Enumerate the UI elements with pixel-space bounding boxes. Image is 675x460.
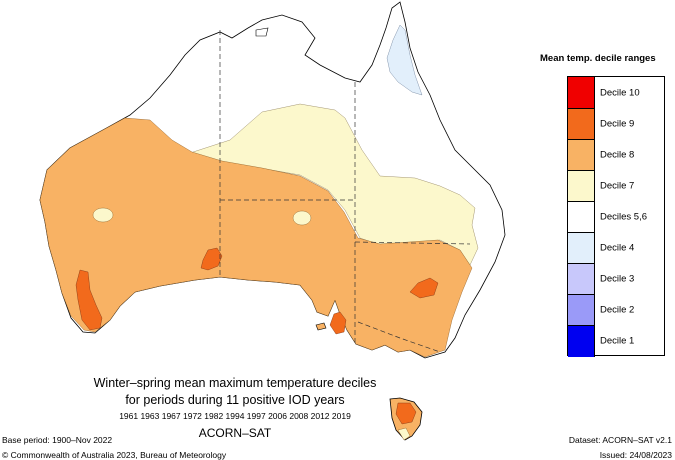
region-decile-8	[39, 117, 473, 358]
region-decile-7	[189, 103, 479, 266]
legend-row-decile-3: Decile 3	[568, 263, 664, 294]
legend-row-decile-8: Decile 8	[568, 139, 664, 170]
region-decile-9-sa	[329, 311, 347, 335]
legend-swatch	[568, 232, 595, 263]
legend-swatch	[568, 294, 595, 325]
legend-label: Decile 9	[600, 118, 635, 129]
map-years: 1961 1963 1967 1972 1982 1994 1997 2006 …	[119, 411, 351, 421]
legend-label: Decile 2	[600, 304, 635, 315]
legend-row-deciles-5-6: Deciles 5,6	[568, 201, 664, 232]
base-period: Base period: 1900–Nov 2022	[2, 435, 113, 445]
legend-row-decile-10: Decile 10	[568, 77, 664, 108]
legend-row-decile-4: Decile 4	[568, 232, 664, 263]
region-decile-7-central	[292, 210, 312, 226]
legend-label: Decile 7	[600, 180, 635, 191]
map-dataset-name: ACORN–SAT	[198, 426, 272, 440]
region-decile-4	[386, 24, 423, 96]
border-vic-nsw	[357, 321, 441, 353]
australia-decile-map	[39, 1, 506, 441]
legend-swatch	[568, 170, 595, 201]
region-decile-9-nsw	[409, 277, 439, 299]
region-decile-9-tasmania	[395, 402, 417, 425]
legend-swatch	[568, 77, 595, 108]
region-decile-9-central	[200, 247, 223, 271]
legend-swatch	[568, 263, 595, 294]
legend-swatch	[568, 325, 595, 357]
island-outline	[315, 322, 327, 331]
copyright: © Commonwealth of Australia 2023, Bureau…	[2, 450, 227, 460]
legend-label: Decile 8	[600, 149, 635, 160]
legend-title: Mean temp. decile ranges	[540, 53, 656, 64]
legend-row-decile-2: Decile 2	[568, 294, 664, 325]
legend-label: Deciles 5,6	[600, 211, 647, 222]
legend: Decile 10 Decile 9 Decile 8 Decile 7 Dec…	[567, 76, 665, 357]
legend-row-decile-7: Decile 7	[568, 170, 664, 201]
legend-row-decile-9: Decile 9	[568, 108, 664, 139]
region-decile-7-wa	[92, 207, 114, 223]
legend-label: Decile 3	[600, 273, 635, 284]
issued-date: Issued: 24/08/2023	[599, 450, 672, 460]
state-borders	[219, 30, 471, 353]
legend-row-decile-1: Decile 1	[568, 325, 664, 357]
border-sa-nsw	[354, 241, 471, 245]
region-decile-7-tasmania	[397, 427, 411, 441]
legend-label: Decile 1	[600, 335, 635, 347]
island-outline	[255, 27, 269, 37]
legend-swatch	[568, 201, 595, 232]
map-subtitle: for periods during 11 positive IOD years	[125, 393, 345, 407]
dataset-label: Dataset: ACORN–SAT v2.1	[568, 435, 672, 445]
map-title: Winter–spring mean maximum temperature d…	[93, 376, 377, 390]
legend-swatch	[568, 108, 595, 139]
legend-label: Decile 4	[600, 242, 635, 253]
region-decile-9-southwest	[75, 269, 103, 331]
legend-swatch	[568, 139, 595, 170]
legend-label: Decile 10	[600, 87, 640, 98]
